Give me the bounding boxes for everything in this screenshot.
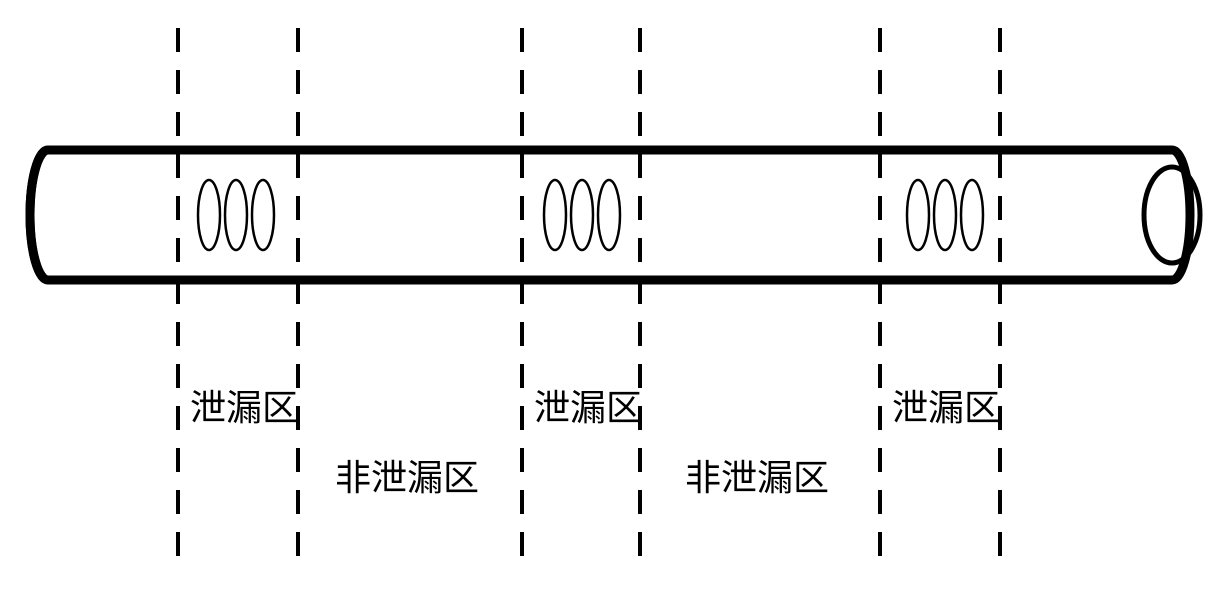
leak-label-2: 泄漏区	[892, 388, 1000, 428]
pipe-body	[30, 150, 1190, 280]
nonleak-label-1: 非泄漏区	[685, 458, 829, 498]
leak-label-0: 泄漏区	[190, 388, 298, 428]
leak-label-1: 泄漏区	[534, 388, 642, 428]
pipe-diagram: 泄漏区泄漏区泄漏区非泄漏区非泄漏区	[0, 0, 1219, 595]
nonleak-label-0: 非泄漏区	[335, 458, 479, 498]
